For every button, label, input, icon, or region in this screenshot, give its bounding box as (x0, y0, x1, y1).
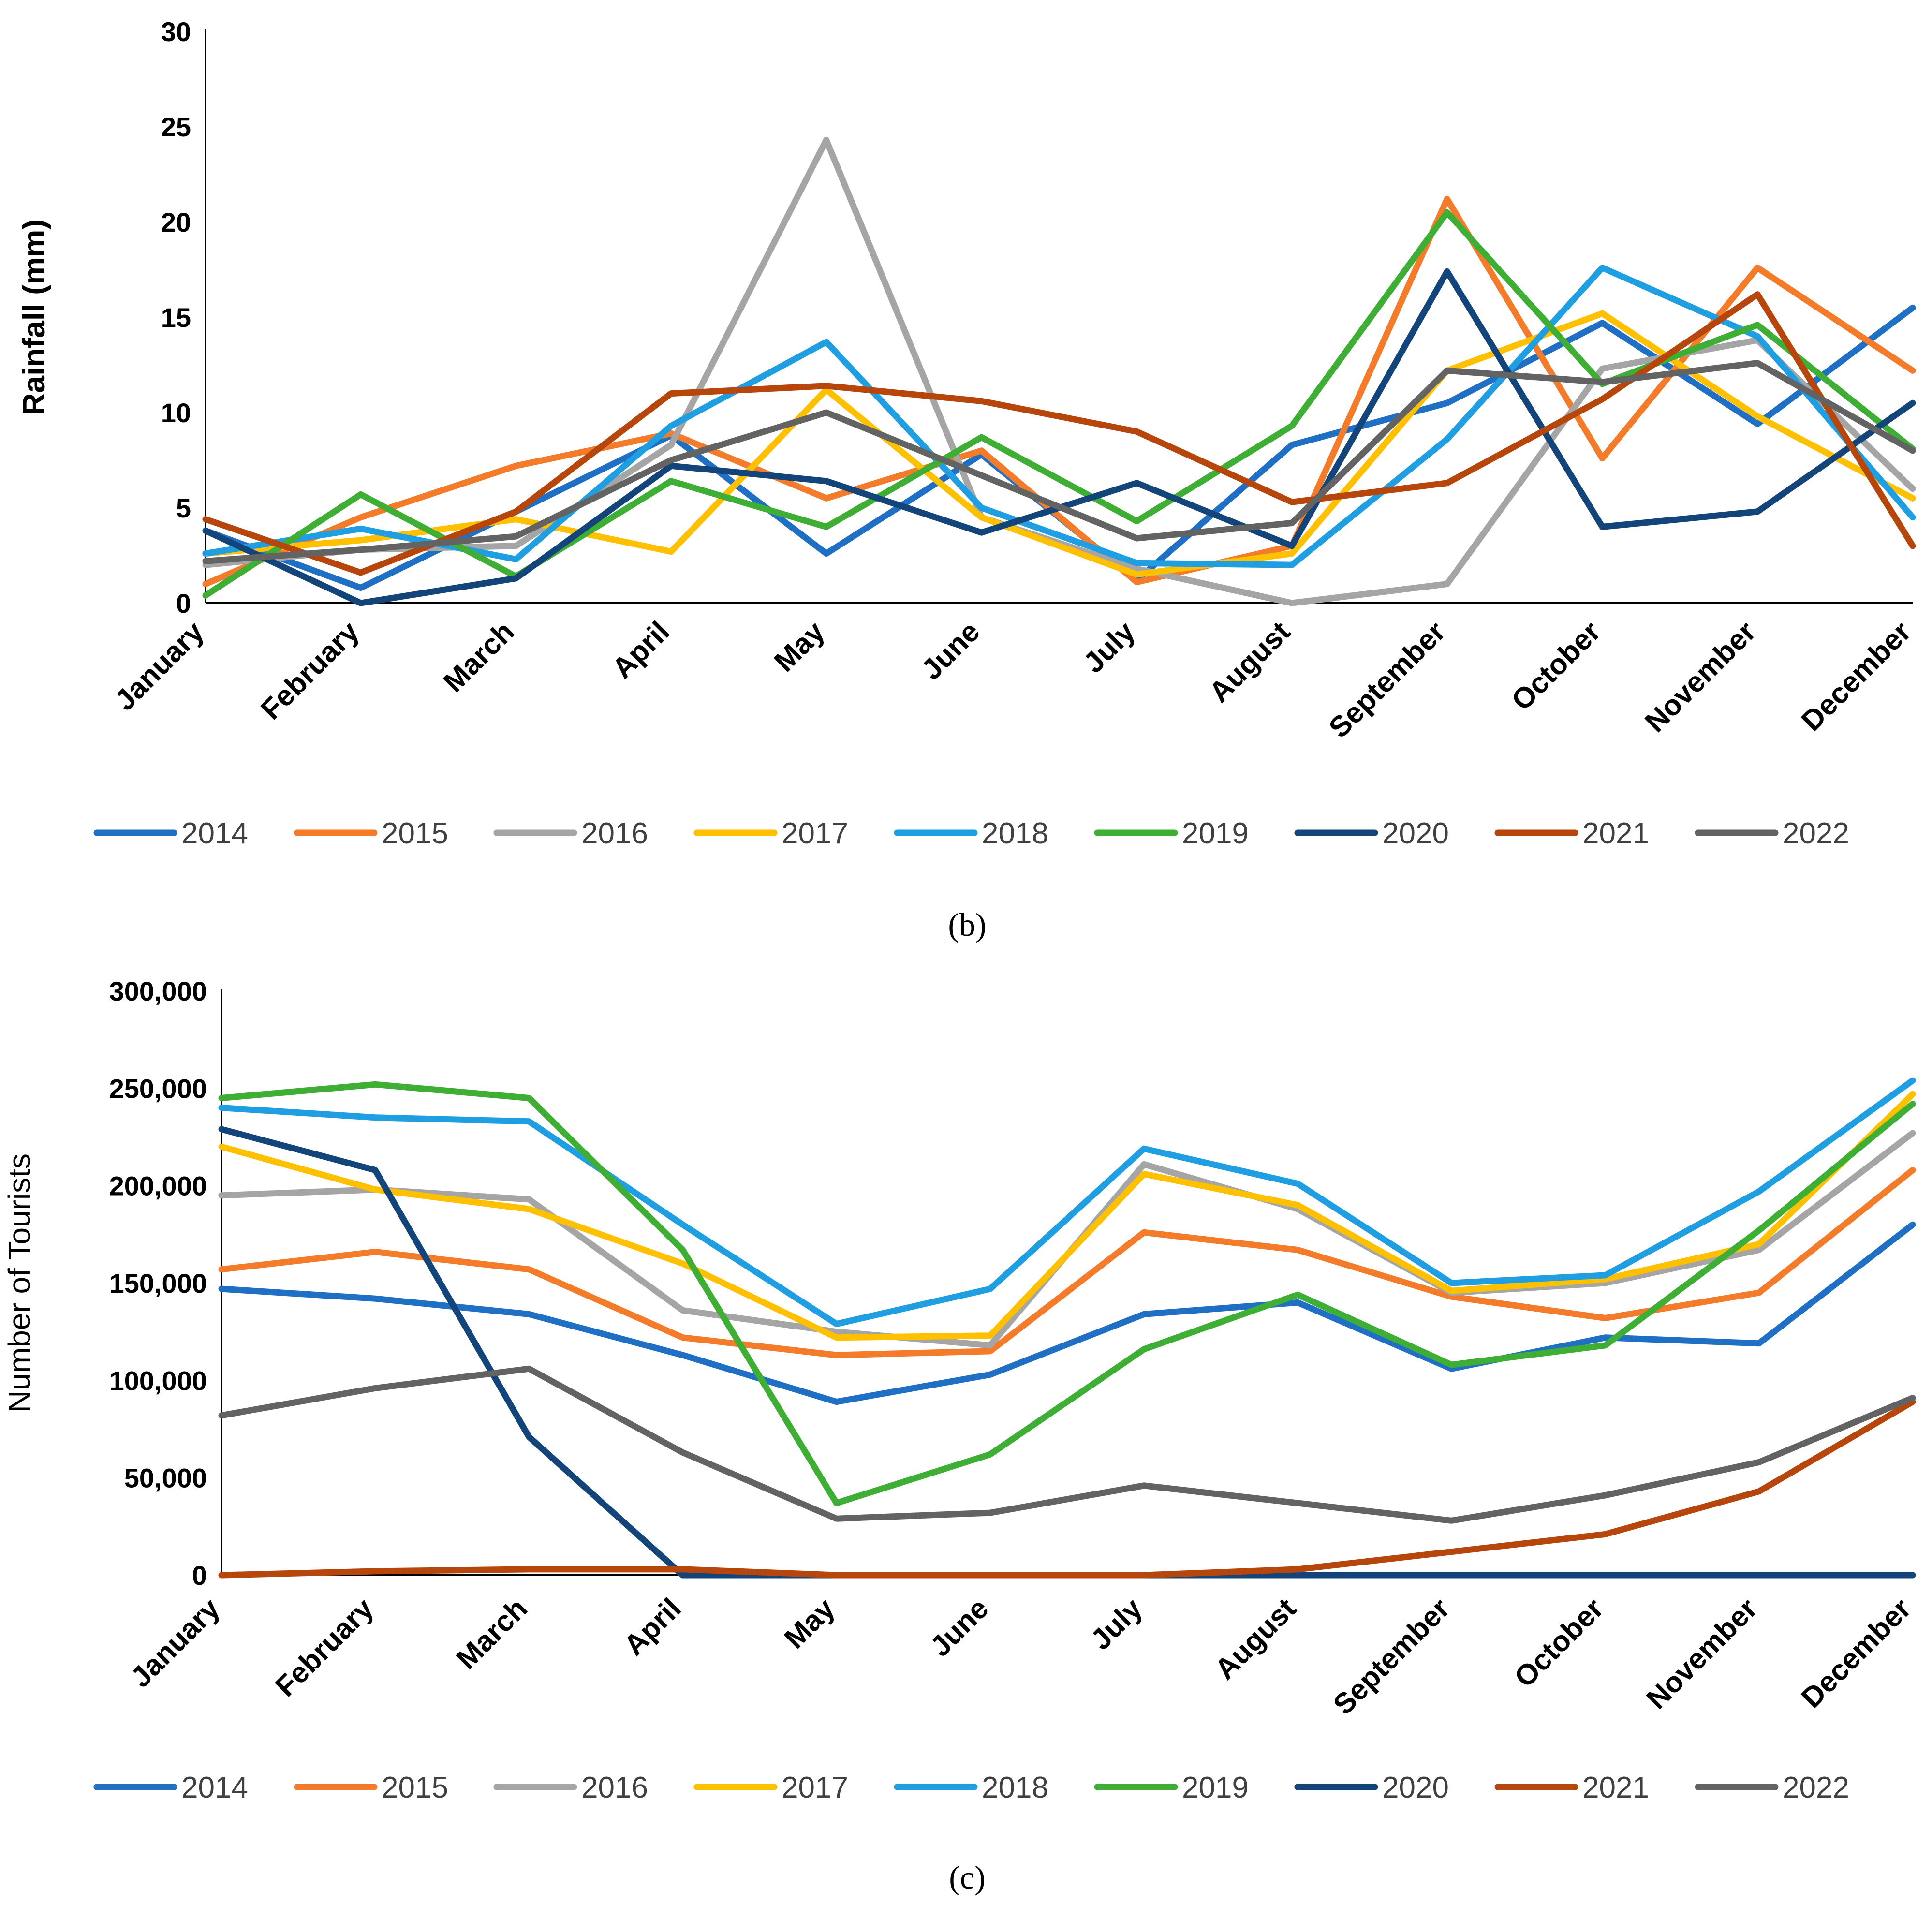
x-tick-label: March (437, 615, 520, 698)
series-line-2018 (202, 265, 1916, 568)
y-tick-label: 15 (161, 302, 191, 333)
y-tick-label: 10 (161, 398, 191, 428)
y-tick-label: 300,000 (109, 976, 207, 1006)
legend-label-2022: 2022 (1783, 817, 1849, 850)
series-line-2014 (218, 1221, 1916, 1405)
panel-label: (b) (948, 906, 986, 943)
x-tick-label: December (1795, 615, 1917, 738)
x-tick-label: August (1203, 615, 1297, 709)
y-axis-title: Rainfall (mm) (16, 219, 51, 415)
series-line-2020 (202, 268, 1916, 606)
x-tick-label: June (924, 1592, 994, 1663)
series-line-2021 (218, 1399, 1916, 1579)
series-line-2016 (218, 1130, 1916, 1349)
series-line-2022 (218, 1365, 1916, 1524)
tourists-chart: 0 50,000 100,000 150,000 200,000 250,000 300,0… (2, 976, 1917, 1896)
legend-label-2018: 2018 (982, 1771, 1048, 1804)
series-line-2019 (218, 1081, 1916, 1506)
legend-label-2018: 2018 (982, 817, 1048, 850)
legend-label-2020: 2020 (1382, 1771, 1449, 1804)
x-tick-label: February (269, 1592, 380, 1702)
legend-label-2016: 2016 (581, 1771, 648, 1804)
y-tick-label: 50,000 (124, 1463, 207, 1493)
series-line-2019 (202, 209, 1916, 599)
y-tick-label: 0 (192, 1560, 207, 1591)
legend-label-2015: 2015 (382, 1771, 448, 1804)
x-tick-label: June (915, 615, 986, 686)
series-line-2022 (202, 360, 1916, 564)
panel-label: (c) (949, 1859, 985, 1896)
y-tick-label: 5 (176, 493, 191, 523)
x-tick-label: January (108, 615, 210, 717)
y-axis-title: Number of Tourists (2, 1153, 37, 1413)
legend-label-2017: 2017 (782, 1771, 848, 1804)
x-tick-label: September (1323, 615, 1452, 744)
x-tick-label: July (1084, 1592, 1149, 1656)
legend-label-2014: 2014 (181, 1771, 248, 1804)
series-line-2015 (202, 196, 1916, 588)
series-line-2015 (218, 1167, 1916, 1358)
y-tick-label: 30 (161, 16, 191, 47)
y-tick-label: 100,000 (109, 1365, 207, 1396)
legend-label-2014: 2014 (181, 817, 248, 850)
legend-label-2016: 2016 (581, 817, 648, 850)
y-tick-label: 150,000 (109, 1268, 207, 1299)
y-tick-label: 20 (161, 207, 191, 237)
y-tick-label: 0 (176, 588, 191, 619)
series-line-2021 (202, 291, 1916, 576)
y-tick-label: 200,000 (109, 1171, 207, 1201)
legend-label-2019: 2019 (1182, 817, 1249, 850)
series-line-2017 (218, 1091, 1916, 1341)
x-tick-label: March (450, 1592, 533, 1675)
legend-label-2015: 2015 (382, 817, 448, 850)
x-tick-label: December (1795, 1592, 1917, 1714)
x-tick-label: September (1327, 1592, 1456, 1721)
x-tick-label: February (254, 615, 365, 725)
x-tick-label: July (1077, 615, 1141, 679)
x-tick-label: May (778, 1592, 841, 1654)
legend-label-2019: 2019 (1182, 1771, 1249, 1804)
x-tick-label: October (1505, 615, 1607, 717)
legend-label-2022: 2022 (1783, 1771, 1849, 1804)
rainfall-chart: 0 5 10 15 20 25 30 January February March April May… (16, 16, 1917, 943)
legend-label-2021: 2021 (1582, 817, 1649, 850)
legend-label-2021: 2021 (1582, 1771, 1649, 1804)
x-tick-label: April (606, 615, 676, 685)
x-tick-label: August (1209, 1592, 1302, 1686)
x-tick-label: April (618, 1592, 687, 1662)
y-tick-label: 250,000 (109, 1073, 207, 1104)
x-tick-label: November (1640, 1592, 1763, 1715)
legend-label-2020: 2020 (1382, 817, 1449, 850)
x-tick-label: November (1638, 615, 1762, 738)
x-tick-label: October (1508, 1592, 1609, 1694)
series-line-2018 (218, 1077, 1916, 1328)
x-tick-label: January (124, 1592, 226, 1694)
y-tick-label: 25 (161, 112, 191, 142)
legend-label-2017: 2017 (782, 817, 848, 850)
x-tick-label: May (768, 615, 831, 678)
